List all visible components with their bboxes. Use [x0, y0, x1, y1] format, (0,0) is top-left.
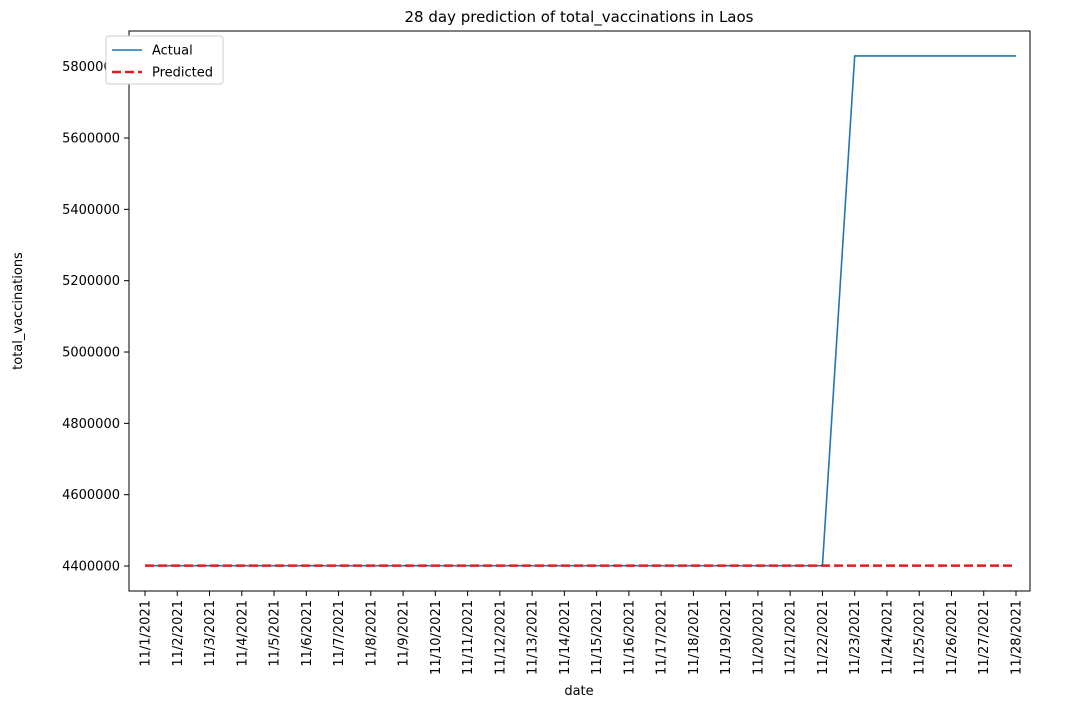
x-tick-label: 11/9/2021	[397, 600, 412, 667]
x-tick-label: 11/5/2021	[268, 600, 283, 667]
x-tick-label: 11/6/2021	[300, 600, 315, 667]
series-line-actual	[145, 55, 1016, 567]
x-tick-label: 11/8/2021	[364, 600, 379, 667]
x-tick-label: 11/13/2021	[526, 600, 541, 675]
x-tick-label: 11/17/2021	[655, 600, 670, 675]
x-tick-label: 11/16/2021	[622, 600, 637, 675]
x-tick-label: 11/12/2021	[493, 600, 508, 675]
y-tick-label: 4600000	[62, 488, 120, 503]
x-tick-label: 11/1/2021	[139, 600, 154, 667]
x-tick-label: 11/4/2021	[235, 600, 250, 667]
plot-frame	[128, 30, 1031, 592]
x-tick-label: 11/27/2021	[977, 600, 992, 675]
y-axis-title: total_vaccinations	[11, 252, 26, 370]
legend-label-predicted: Predicted	[152, 66, 213, 81]
y-tick-label: 5400000	[62, 203, 120, 218]
x-tick-label: 11/19/2021	[719, 600, 734, 675]
x-tick-label: 11/15/2021	[590, 600, 605, 675]
series-lines	[145, 55, 1016, 567]
legend: Actual Predicted	[105, 35, 224, 85]
x-tick-label: 11/21/2021	[784, 600, 799, 675]
x-tick-label: 11/20/2021	[751, 600, 766, 675]
x-tick-label: 11/18/2021	[687, 600, 702, 675]
x-tick-label: 11/24/2021	[880, 600, 895, 675]
y-tick-label: 5600000	[62, 132, 120, 147]
x-tick-label: 11/14/2021	[558, 600, 573, 675]
x-axis: 11/1/2021 11/2/2021 11/3/2021 11/4/2021 11/5…	[139, 591, 1025, 675]
y-tick-label: 5000000	[62, 346, 120, 361]
chart-title: 28 day prediction of total_vaccinations …	[405, 8, 754, 27]
x-tick-label: 11/10/2021	[429, 600, 444, 675]
y-tick-label: 5200000	[62, 274, 120, 289]
y-axis: 4400000 4600000 4800000 5000000 5200000 54000…	[62, 60, 129, 575]
x-tick-label: 11/11/2021	[461, 600, 476, 675]
x-axis-title: date	[564, 684, 593, 699]
y-tick-label: 4800000	[62, 417, 120, 432]
x-tick-label: 11/22/2021	[816, 600, 831, 675]
x-tick-label: 11/28/2021	[1010, 600, 1025, 675]
legend-label-actual: Actual	[152, 44, 193, 59]
x-tick-label: 11/25/2021	[913, 600, 928, 675]
x-tick-label: 11/2/2021	[171, 600, 186, 667]
x-tick-label: 11/26/2021	[945, 600, 960, 675]
y-tick-label: 4400000	[62, 560, 120, 575]
x-tick-label: 11/7/2021	[332, 600, 347, 667]
legend-box	[105, 35, 224, 85]
x-tick-label: 11/23/2021	[848, 600, 863, 675]
x-tick-label: 11/3/2021	[203, 600, 218, 667]
